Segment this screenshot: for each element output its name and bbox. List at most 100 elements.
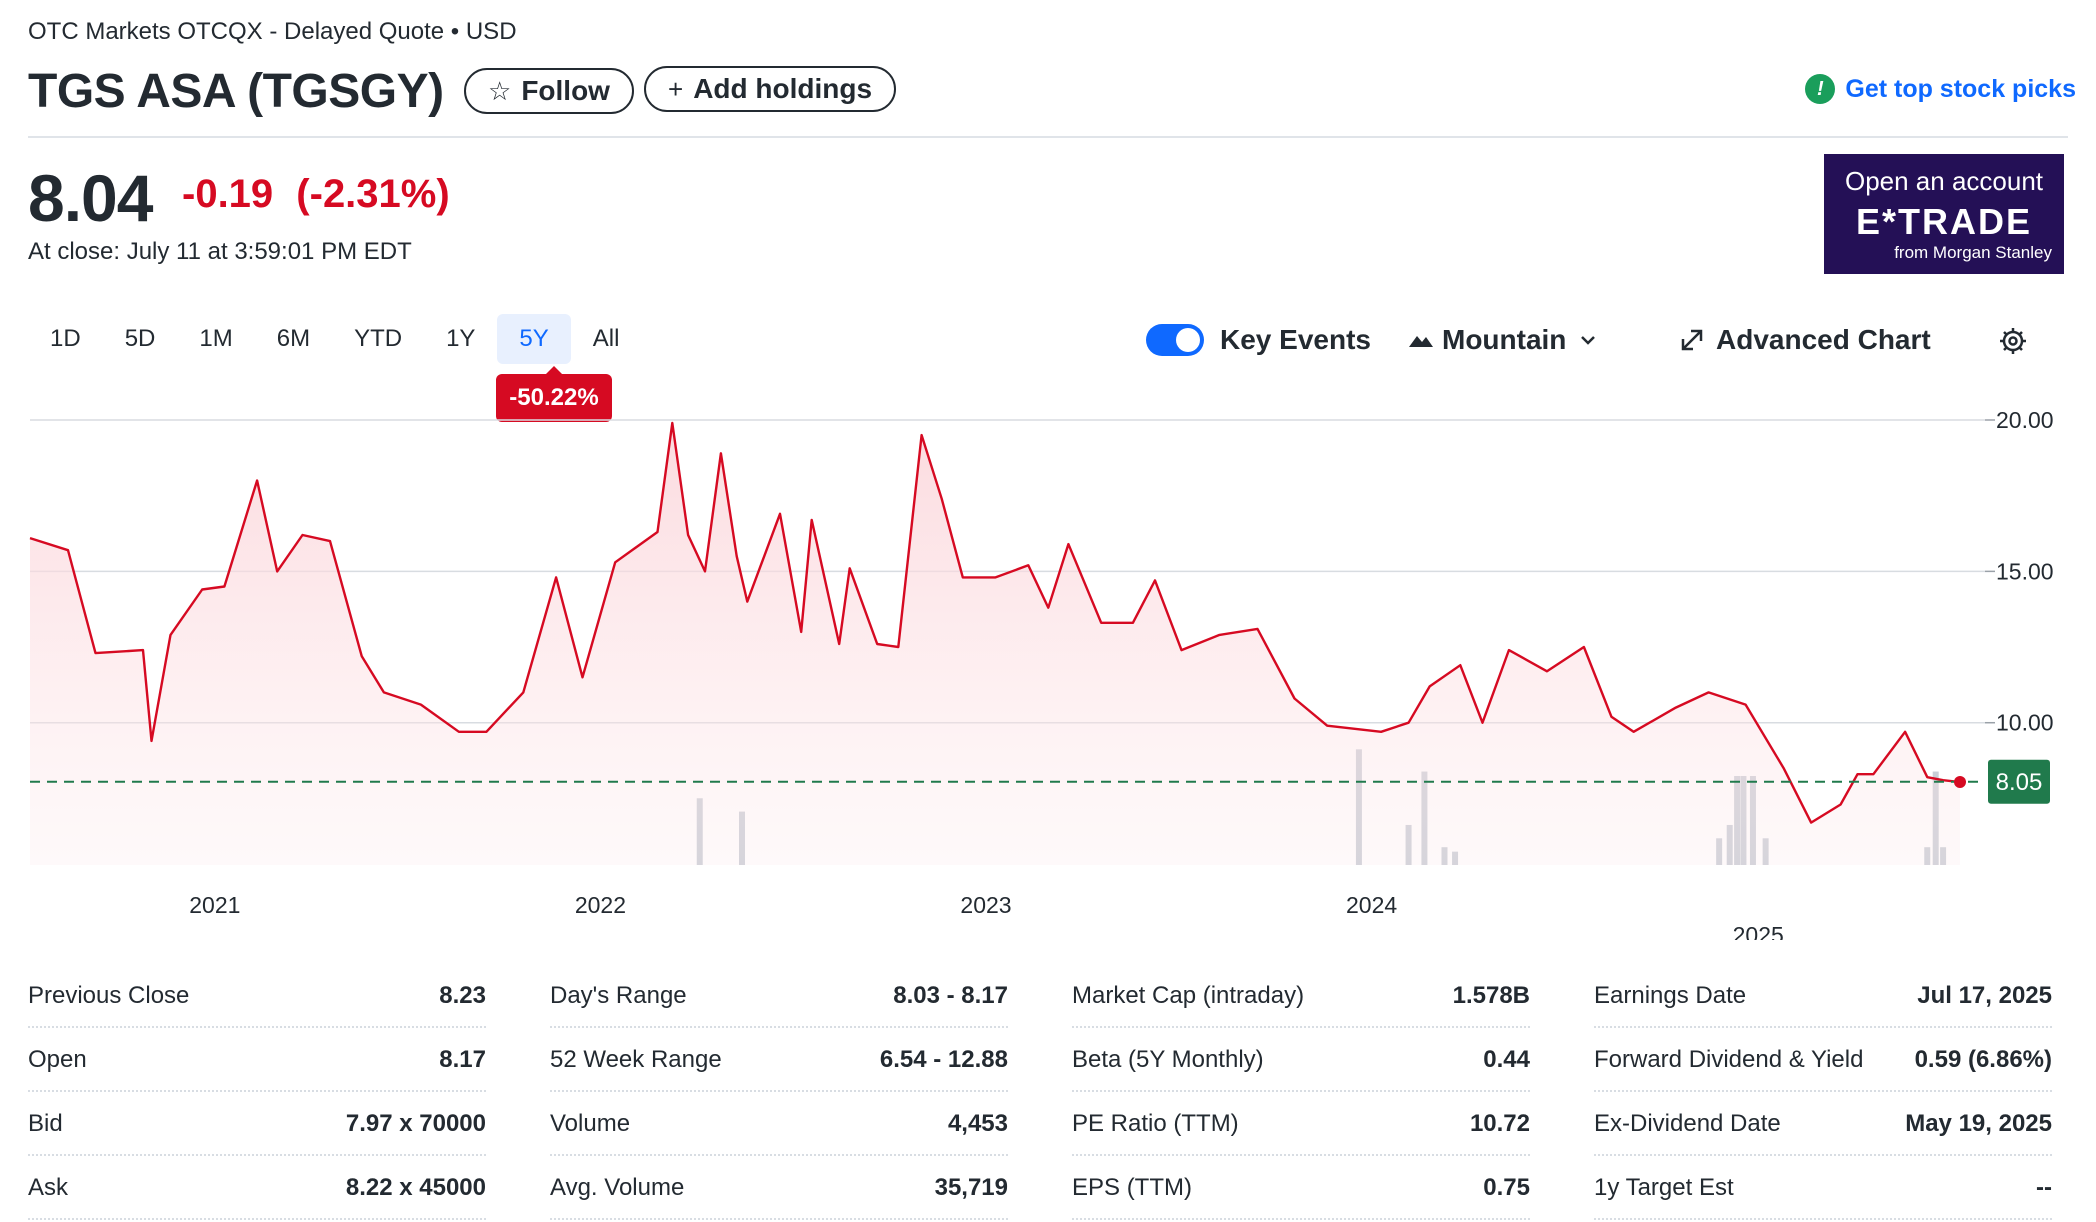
close-time: At close: July 11 at 3:59:01 PM EDT (28, 238, 412, 265)
stat-row: Open 8.17 (28, 1030, 486, 1092)
range-1d[interactable]: 1D (50, 325, 81, 352)
bolt-icon: ! (1805, 74, 1836, 104)
x-tick-label: 2024 (1346, 892, 1397, 918)
change-value: -0.19 (182, 172, 274, 216)
stat-label: Earnings Date (1594, 982, 1747, 1009)
stat-label: 52 Week Range (550, 1046, 722, 1073)
range-ytd[interactable]: YTD (354, 325, 403, 352)
range-5d[interactable]: 5D (124, 325, 156, 352)
stat-row: Forward Dividend & Yield 0.59 (6.86%) (1594, 1030, 2052, 1092)
x-tick-label: 2021 (189, 892, 240, 918)
stat-row: Day's Range 8.03 - 8.17 (550, 966, 1008, 1028)
price-change: -0.19 (-2.31%) (182, 172, 450, 217)
range-all[interactable]: All (592, 325, 620, 352)
stat-label: Ex-Dividend Date (1594, 1110, 1781, 1137)
top-stock-picks-link[interactable]: ! Get top stock picks (1805, 74, 2076, 104)
stat-value: 0.75 (1483, 1174, 1530, 1201)
y-tick-label: 15.00 (1996, 558, 2054, 584)
stat-row: Avg. Volume 35,719 (550, 1158, 1008, 1220)
stat-label: Ask (28, 1174, 69, 1201)
price-line (29, 421, 1961, 824)
stat-row: Earnings Date Jul 17, 2025 (1594, 966, 2052, 1028)
stock-title: TGS ASA (TGSGY) (28, 65, 444, 118)
settings-icon[interactable] (1998, 326, 2028, 361)
stat-value: 0.44 (1483, 1046, 1530, 1073)
stat-value: Jul 17, 2025 (1917, 982, 2052, 1009)
range-selector: 1D 5D 1M 6M YTD 1Y 5Y All (28, 314, 641, 364)
stat-label: Open (28, 1046, 87, 1073)
range-5y[interactable]: 5Y (497, 314, 571, 364)
stat-value: 4,453 (947, 1110, 1008, 1137)
stat-row: Beta (5Y Monthly) 0.44 (1072, 1030, 1530, 1092)
etrade-logo: E*TRADE (1855, 201, 2033, 242)
stat-row: PE Ratio (TTM) 10.72 (1072, 1094, 1530, 1156)
stat-row: Volume 4,453 (550, 1094, 1008, 1156)
stats-column-1: Previous Close 8.23 Open 8.17 Bid 7.97 x 70… (28, 966, 486, 1222)
stat-row: Previous Close 8.23 (28, 966, 486, 1028)
expand-icon (1681, 329, 1703, 351)
price-chart[interactable]: 8.05 20.00 15.00 10.00 2021 2022 2023 2024 202… (0, 400, 2096, 940)
previous-close-value: 8.05 (1996, 769, 2043, 796)
x-tick-label: 2025 (1733, 922, 1784, 940)
x-tick-label: 2023 (960, 892, 1011, 918)
stat-value: 7.97 x 70000 (345, 1110, 486, 1137)
stat-label: Market Cap (intraday) (1072, 982, 1305, 1009)
stats-column-4: Earnings Date Jul 17, 2025 Forward Divide… (1594, 966, 2052, 1222)
add-holdings-button[interactable]: + Add holdings (644, 66, 897, 112)
stat-value: 8.03 - 8.17 (893, 982, 1008, 1009)
stat-value: 8.22 x 45000 (345, 1174, 486, 1201)
period-change-badge: -50.22% (496, 366, 612, 422)
stat-value: May 19, 2025 (1905, 1110, 2052, 1137)
stat-label: Beta (5Y Monthly) (1072, 1046, 1264, 1073)
stats-column-3: Market Cap (intraday) 1.578B Beta (5Y Mon… (1072, 966, 1530, 1222)
stat-row: Bid 7.97 x 70000 (28, 1094, 486, 1156)
x-tick-label: 2022 (575, 892, 626, 918)
current-price: 8.04 (28, 161, 153, 235)
change-percent: (-2.31%) (296, 172, 450, 216)
y-tick-label: 10.00 (1996, 710, 2054, 736)
range-1y[interactable]: 1Y (446, 325, 476, 352)
stat-label: Bid (28, 1110, 63, 1137)
plus-icon: + (668, 73, 684, 104)
stat-label: 1y Target Est (1594, 1174, 1734, 1201)
stat-label: Previous Close (28, 982, 190, 1009)
stat-value: 10.72 (1469, 1110, 1530, 1137)
key-events-label: Key Events (1220, 324, 1371, 355)
quote-statistics: Previous Close 8.23 Open 8.17 Bid 7.97 x 70… (28, 966, 2068, 1222)
stat-value: 35,719 (934, 1174, 1008, 1201)
top-stock-picks-label: Get top stock picks (1845, 74, 2076, 103)
star-icon: ☆ (488, 75, 512, 106)
chevron-down-icon (1581, 336, 1596, 345)
etrade-ad[interactable]: Open an account E*TRADE from Morgan Stan… (1824, 154, 2064, 274)
last-price-dot (1954, 776, 1966, 789)
y-tick-label: 20.00 (1996, 407, 2054, 433)
key-events-toggle[interactable] (1146, 324, 1204, 356)
add-holdings-label: Add holdings (693, 73, 873, 104)
stat-value: -- (2036, 1174, 2052, 1201)
advanced-chart-button[interactable]: Advanced Chart (1678, 324, 1931, 356)
stat-label: Day's Range (550, 982, 687, 1009)
advanced-chart-label: Advanced Chart (1716, 324, 1931, 355)
follow-button[interactable]: ☆ Follow (464, 68, 634, 114)
toggle-knob (1176, 328, 1200, 352)
chart-type-label: Mountain (1442, 324, 1567, 355)
ad-headline: Open an account (1844, 166, 2044, 196)
stat-value: 6.54 - 12.88 (879, 1046, 1008, 1073)
range-6m[interactable]: 6M (276, 325, 311, 352)
stat-row: EPS (TTM) 0.75 (1072, 1158, 1530, 1220)
stat-row: 52 Week Range 6.54 - 12.88 (550, 1030, 1008, 1092)
price-area (30, 423, 1960, 865)
stat-label: Volume (550, 1110, 631, 1137)
exchange-label: OTC Markets OTCQX - Delayed Quote • USD (28, 18, 517, 45)
stat-row: Market Cap (intraday) 1.578B (1072, 966, 1530, 1028)
follow-label: Follow (521, 75, 610, 106)
header-divider (28, 136, 2068, 138)
chart-type-dropdown[interactable]: Mountain (1408, 324, 1598, 356)
stat-value: 8.17 (439, 1046, 486, 1073)
stat-label: EPS (TTM) (1072, 1174, 1192, 1201)
stat-label: Forward Dividend & Yield (1594, 1046, 1864, 1073)
previous-close-tag: 8.05 (1988, 759, 2050, 804)
range-1m[interactable]: 1M (199, 325, 233, 352)
mountain-icon (1409, 336, 1433, 347)
stat-row: Ask 8.22 x 45000 (28, 1158, 486, 1220)
